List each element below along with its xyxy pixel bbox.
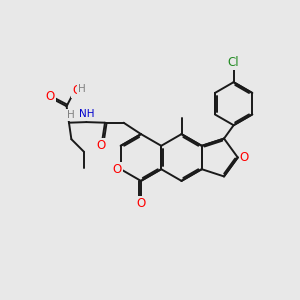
Text: O: O — [240, 151, 249, 164]
Text: NH: NH — [79, 109, 95, 119]
Text: O: O — [136, 196, 146, 210]
Text: O: O — [72, 84, 81, 97]
Text: O: O — [112, 163, 122, 176]
Text: H: H — [67, 110, 75, 120]
Text: H: H — [78, 84, 86, 94]
Text: Cl: Cl — [228, 56, 239, 69]
Text: O: O — [46, 89, 55, 103]
Text: O: O — [96, 139, 106, 152]
